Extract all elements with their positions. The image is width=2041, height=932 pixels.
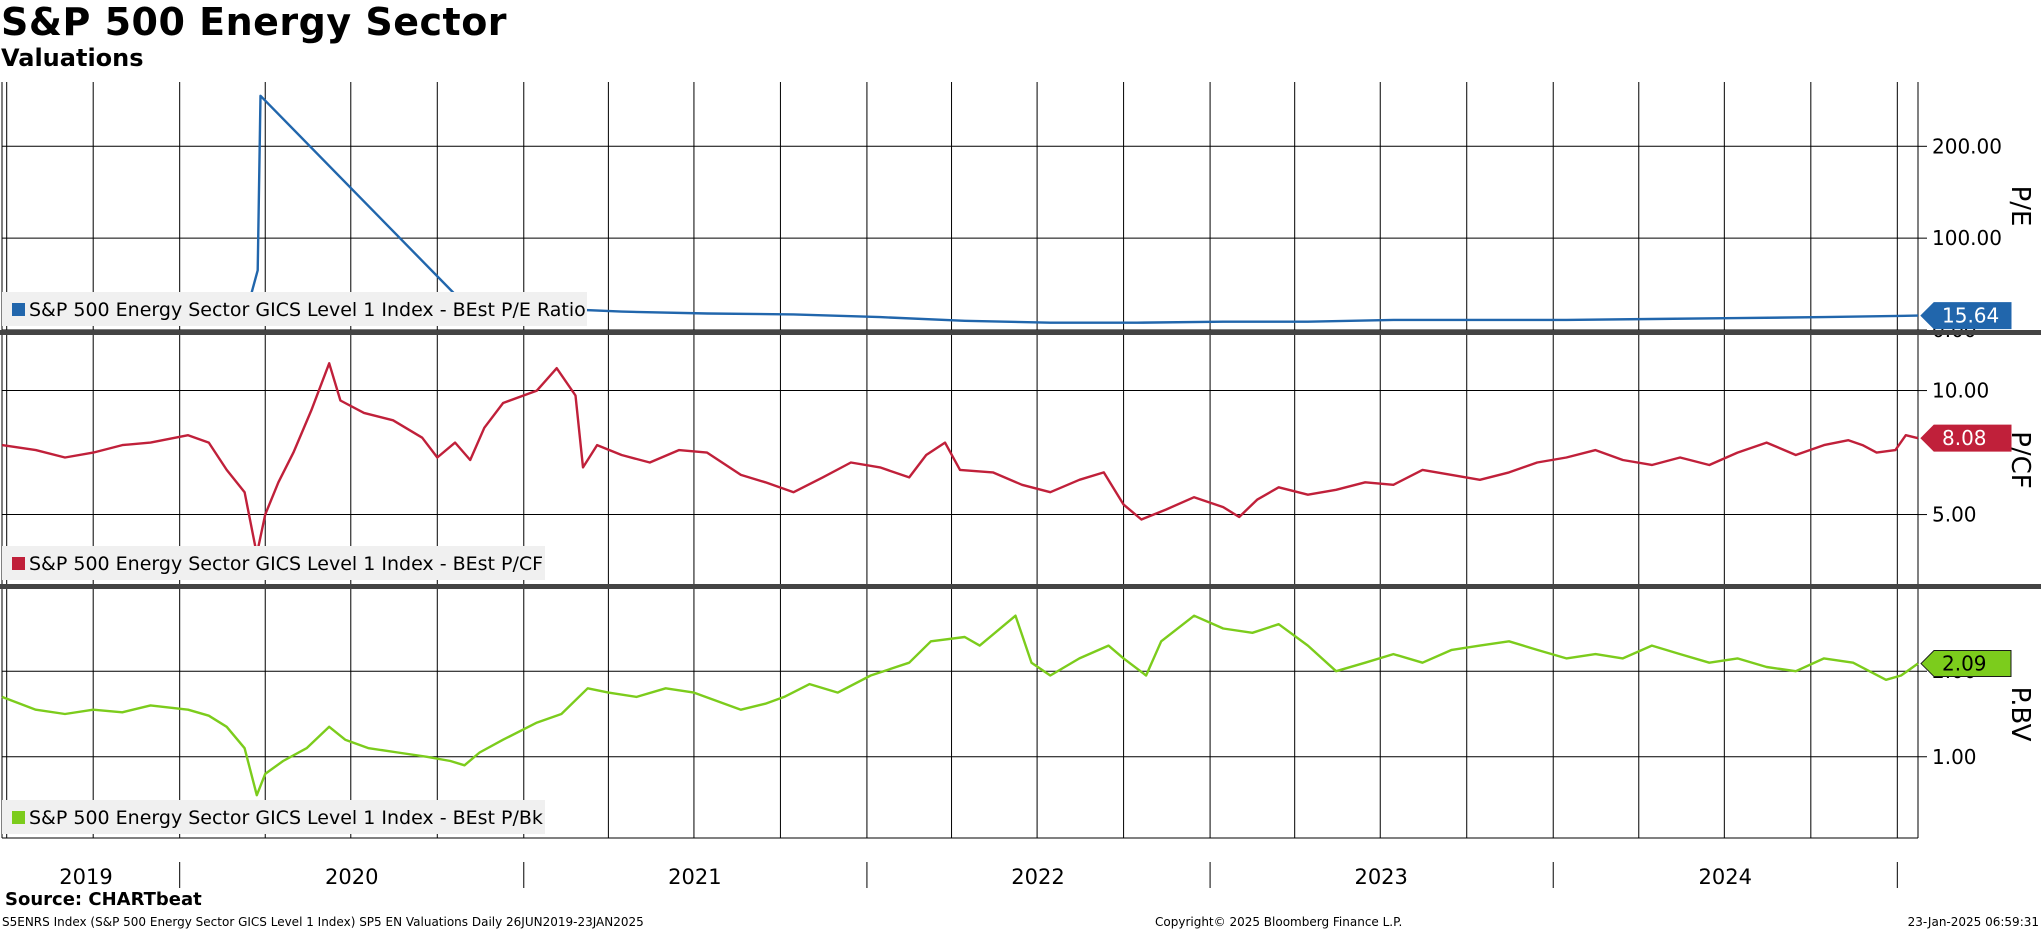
overlay-layer: P/E S&P 500 Energy Sector GICS Level 1 In… [0,186,2041,834]
grid-layer: 0.00100.00200.005.0010.001.002.002019202… [1,82,2002,889]
legend-box [2,800,545,834]
legend-box [2,292,587,326]
last-value-label: 2.09 [1942,652,1987,676]
legend-box [2,546,545,580]
last-value-label: 8.08 [1942,426,1987,450]
y-tick-label: 1.00 [1932,745,1977,769]
y-tick-label: 200.00 [1932,134,2002,158]
legend-label: S&P 500 Energy Sector GICS Level 1 Index… [29,299,586,321]
y-axis-title: P/E [2005,186,2035,227]
last-value-flag [1920,424,2012,452]
footer-timestamp: 23-Jan-2025 06:59:31 [1907,915,2039,929]
legend-label: S&P 500 Energy Sector GICS Level 1 Index… [29,807,543,829]
panel-separator [0,584,2041,589]
last-value-label: 15.64 [1942,304,1999,328]
source-note: Source: CHARTbeat [5,889,202,910]
footer-description: S5ENRS Index (S&P 500 Energy Sector GICS… [2,915,644,929]
series-line [1,614,1919,797]
chart-subtitle: Valuations [1,44,144,72]
chart-title: S&P 500 Energy Sector [1,0,508,44]
x-tick-label: 2022 [1011,865,1064,889]
footer-copyright: Copyright© 2025 Bloomberg Finance L.P. [1155,915,1403,929]
x-tick-label: 2024 [1699,865,1752,889]
series-layer [1,94,1919,797]
series-line [1,94,1919,324]
legend-label: S&P 500 Energy Sector GICS Level 1 Index… [29,553,543,575]
x-tick-label: 2019 [59,865,112,889]
legend-swatch [12,303,25,316]
y-tick-label: 100.00 [1932,226,2002,250]
x-tick-label: 2021 [668,865,721,889]
x-tick-label: 2020 [325,865,378,889]
panel-separator [0,330,2041,335]
x-tick-label: 2023 [1354,865,1407,889]
y-axis-title: P.BV [2005,687,2035,742]
y-tick-label: 5.00 [1932,503,1977,527]
series-line [1,362,1919,556]
legend-swatch [12,811,25,824]
legend-swatch [12,557,25,570]
last-value-flag [1920,302,2012,330]
last-value-flag [1920,650,2012,678]
y-tick-label: 10.00 [1932,379,1989,403]
